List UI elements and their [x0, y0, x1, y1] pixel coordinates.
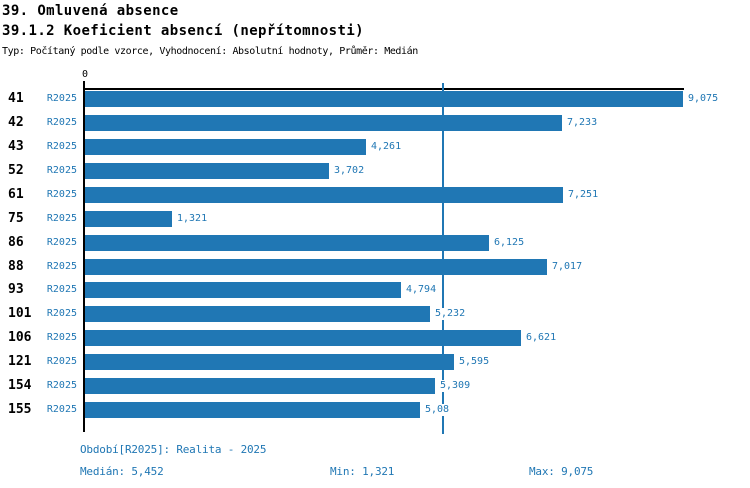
row-series-label: R2025 — [46, 284, 77, 295]
row-category-label: 154 — [8, 378, 32, 393]
bar-value-label: 4,261 — [370, 141, 403, 153]
report-subtitle: 39.1.2 Koeficient absencí (nepřítomnosti… — [2, 23, 364, 39]
row-series-label: R2025 — [46, 261, 77, 272]
row-series-label: R2025 — [46, 189, 77, 200]
row-category-label: 101 — [8, 306, 32, 321]
bar — [85, 259, 547, 275]
row-series-label: R2025 — [46, 93, 77, 104]
row-category-label: 61 — [8, 187, 24, 202]
bar-value-label: 1,321 — [176, 213, 209, 225]
row-category-label: 52 — [8, 163, 24, 178]
bar-value-label: 7,017 — [551, 261, 584, 273]
row-series-label: R2025 — [46, 308, 77, 319]
row-category-label: 93 — [8, 282, 24, 297]
bar-value-label: 5,595 — [458, 356, 491, 368]
bar — [85, 354, 454, 370]
row-series-label: R2025 — [46, 356, 77, 367]
bar — [85, 378, 435, 394]
bar — [85, 91, 683, 107]
footer-min: Min: 1,321 — [330, 465, 395, 478]
row-series-label: R2025 — [46, 332, 77, 343]
bar-value-label: 9,075 — [687, 93, 720, 105]
row-category-label: 41 — [8, 91, 24, 106]
row-category-label: 75 — [8, 211, 24, 226]
bar-value-label: 5,232 — [434, 308, 467, 320]
y-axis-line — [83, 81, 85, 432]
footer-period: Období[R2025]: Realita - 2025 — [80, 443, 267, 456]
footer-max: Max: 9,075 — [529, 465, 594, 478]
bar — [85, 402, 420, 418]
bar — [85, 235, 489, 251]
footer-median: Medián: 5,452 — [80, 465, 164, 478]
bar-value-label: 6,125 — [493, 237, 526, 249]
report-meta-line: Typ: Počítaný podle vzorce, Vyhodnocení:… — [2, 46, 418, 57]
bar — [85, 306, 430, 322]
row-series-label: R2025 — [46, 237, 77, 248]
report-title: 39. Omluvená absence — [2, 3, 179, 19]
bar — [85, 115, 562, 131]
chart-top-border — [83, 88, 684, 90]
row-category-label: 155 — [8, 402, 32, 417]
row-series-label: R2025 — [46, 404, 77, 415]
row-category-label: 121 — [8, 354, 32, 369]
row-series-label: R2025 — [46, 117, 77, 128]
row-category-label: 106 — [8, 330, 32, 345]
row-category-label: 88 — [8, 259, 24, 274]
row-category-label: 42 — [8, 115, 24, 130]
bar — [85, 163, 329, 179]
bar — [85, 211, 172, 227]
axis-zero-label: 0 — [81, 69, 89, 80]
bar-value-label: 6,621 — [525, 332, 558, 344]
bar — [85, 330, 521, 346]
row-category-label: 43 — [8, 139, 24, 154]
bar — [85, 139, 366, 155]
bar — [85, 282, 401, 298]
bar-value-label: 7,233 — [566, 117, 599, 129]
row-category-label: 86 — [8, 235, 24, 250]
bar-value-label: 5,08 — [424, 404, 451, 416]
row-series-label: R2025 — [46, 165, 77, 176]
bar-value-label: 5,309 — [439, 380, 472, 392]
bar — [85, 187, 563, 203]
bar-value-label: 7,251 — [567, 189, 600, 201]
row-series-label: R2025 — [46, 141, 77, 152]
row-series-label: R2025 — [46, 213, 77, 224]
median-line — [442, 83, 444, 434]
row-series-label: R2025 — [46, 380, 77, 391]
bar-value-label: 3,702 — [333, 165, 366, 177]
bar-value-label: 4,794 — [405, 284, 438, 296]
